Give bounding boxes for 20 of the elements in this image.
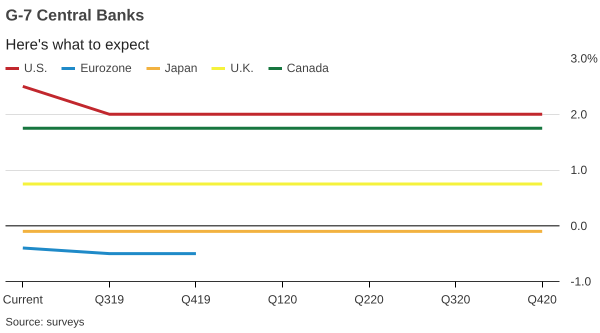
chart-title: G-7 Central Banks — [6, 8, 144, 24]
legend-label: U.K. — [230, 61, 254, 75]
x-tick-label: Q120 — [268, 292, 298, 306]
source-note: Source: surveys — [6, 316, 85, 328]
x-tick-label: Q419 — [181, 292, 211, 306]
legend-label: Canada — [286, 61, 329, 75]
y-tick-label: 2.0 — [570, 107, 588, 122]
chart-subtitle: Here's what to expect — [6, 36, 150, 54]
y-tick-label: 3.0% — [570, 52, 598, 66]
x-tick-label: Q220 — [354, 292, 384, 306]
x-tick-label: Q420 — [528, 292, 558, 306]
legend-label: U.S. — [24, 61, 48, 75]
y-tick-label: 0.0 — [570, 218, 588, 233]
legend-label: Japan — [164, 61, 198, 75]
y-tick-label: -1.0 — [570, 274, 592, 288]
x-tick-label: Q320 — [440, 292, 471, 306]
x-tick-label: Current — [2, 292, 44, 306]
y-tick-label: 1.0 — [570, 163, 588, 177]
x-tick-label: Q319 — [94, 292, 124, 306]
legend-label: Eurozone — [80, 61, 132, 75]
